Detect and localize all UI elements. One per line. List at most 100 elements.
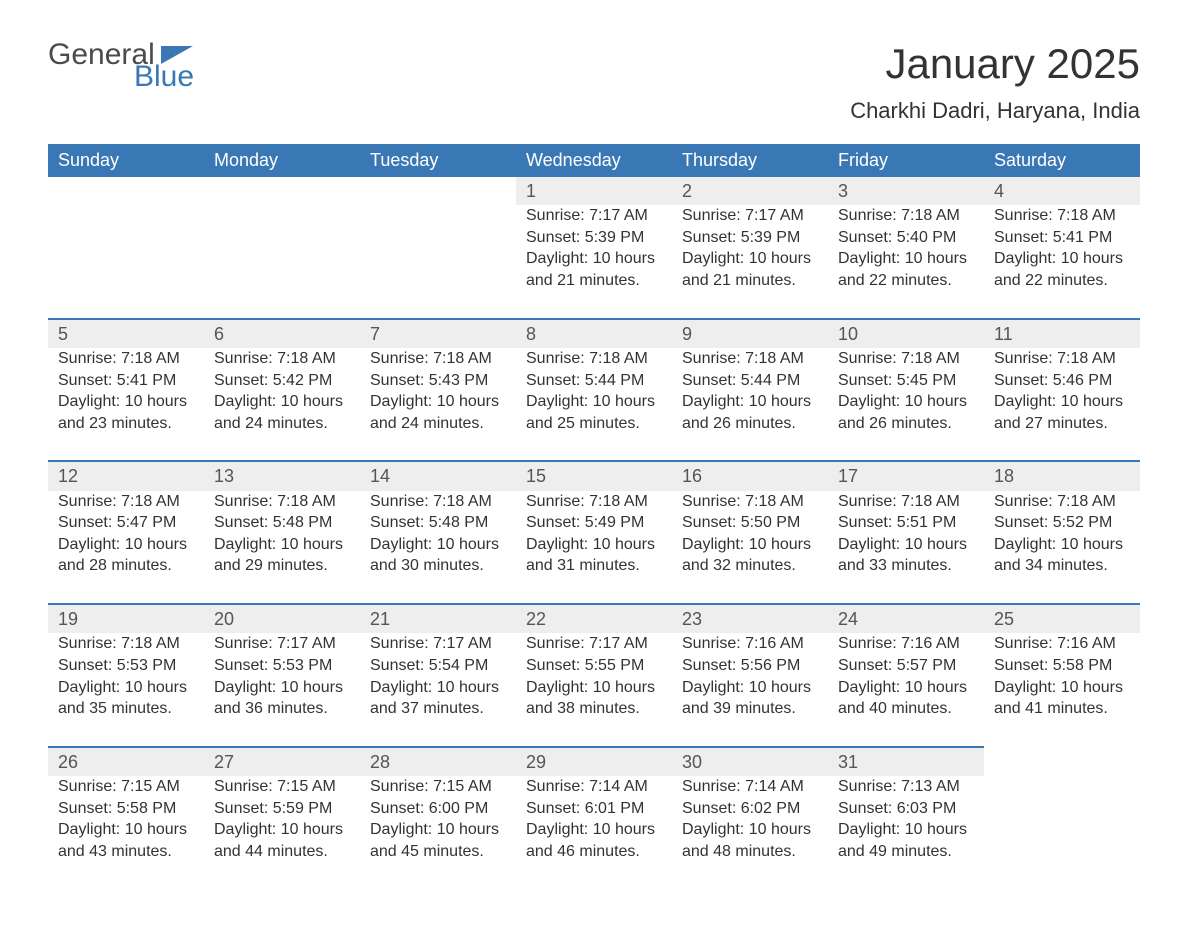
day-number-cell: 27 <box>204 747 360 776</box>
sunset-line: Sunset: 5:41 PM <box>994 227 1130 249</box>
sunrise-line: Sunrise: 7:17 AM <box>526 633 662 655</box>
daylight-line: Daylight: 10 hours and 34 minutes. <box>994 534 1130 577</box>
day-number-row: 12131415161718 <box>48 461 1140 490</box>
sunrise-line: Sunrise: 7:18 AM <box>994 348 1130 370</box>
day-number-row: 1234 <box>48 177 1140 205</box>
daylight-line: Daylight: 10 hours and 24 minutes. <box>214 391 350 434</box>
day-number-cell: 3 <box>828 177 984 205</box>
sunrise-line: Sunrise: 7:18 AM <box>58 348 194 370</box>
sunset-line: Sunset: 5:44 PM <box>682 370 818 392</box>
daylight-line: Daylight: 10 hours and 46 minutes. <box>526 819 662 862</box>
sunset-line: Sunset: 5:41 PM <box>58 370 194 392</box>
header: General Blue January 2025 Charkhi Dadri,… <box>48 40 1140 138</box>
day-cell: Sunrise: 7:18 AMSunset: 5:49 PMDaylight:… <box>516 491 672 604</box>
brand-logo: General Blue <box>48 40 194 92</box>
daylight-line: Daylight: 10 hours and 45 minutes. <box>370 819 506 862</box>
daylight-line: Daylight: 10 hours and 26 minutes. <box>838 391 974 434</box>
sunrise-line: Sunrise: 7:18 AM <box>682 491 818 513</box>
day-cell: Sunrise: 7:14 AMSunset: 6:02 PMDaylight:… <box>672 776 828 888</box>
day-cell: Sunrise: 7:18 AMSunset: 5:45 PMDaylight:… <box>828 348 984 461</box>
weekday-header: Thursday <box>672 144 828 177</box>
day-cell: Sunrise: 7:15 AMSunset: 5:58 PMDaylight:… <box>48 776 204 888</box>
sunrise-line: Sunrise: 7:17 AM <box>682 205 818 227</box>
day-cell: Sunrise: 7:15 AMSunset: 5:59 PMDaylight:… <box>204 776 360 888</box>
day-number-cell: 26 <box>48 747 204 776</box>
day-cell: Sunrise: 7:18 AMSunset: 5:41 PMDaylight:… <box>48 348 204 461</box>
day-cell: Sunrise: 7:16 AMSunset: 5:57 PMDaylight:… <box>828 633 984 746</box>
day-number-cell: 23 <box>672 604 828 633</box>
sunset-line: Sunset: 5:51 PM <box>838 512 974 534</box>
sunset-line: Sunset: 5:47 PM <box>58 512 194 534</box>
sunrise-line: Sunrise: 7:18 AM <box>994 491 1130 513</box>
day-number-cell: 30 <box>672 747 828 776</box>
sunrise-line: Sunrise: 7:18 AM <box>58 633 194 655</box>
day-cell: Sunrise: 7:18 AMSunset: 5:44 PMDaylight:… <box>516 348 672 461</box>
daylight-line: Daylight: 10 hours and 35 minutes. <box>58 677 194 720</box>
sunrise-line: Sunrise: 7:18 AM <box>838 205 974 227</box>
daylight-line: Daylight: 10 hours and 39 minutes. <box>682 677 818 720</box>
sunrise-line: Sunrise: 7:17 AM <box>370 633 506 655</box>
day-number-cell: 4 <box>984 177 1140 205</box>
day-number-cell: 31 <box>828 747 984 776</box>
day-cell: Sunrise: 7:18 AMSunset: 5:47 PMDaylight:… <box>48 491 204 604</box>
day-number-cell: 15 <box>516 461 672 490</box>
day-cell: Sunrise: 7:17 AMSunset: 5:53 PMDaylight:… <box>204 633 360 746</box>
day-cell: Sunrise: 7:18 AMSunset: 5:42 PMDaylight:… <box>204 348 360 461</box>
daylight-line: Daylight: 10 hours and 23 minutes. <box>58 391 194 434</box>
weekday-header-row: SundayMondayTuesdayWednesdayThursdayFrid… <box>48 144 1140 177</box>
daylight-line: Daylight: 10 hours and 43 minutes. <box>58 819 194 862</box>
sunrise-line: Sunrise: 7:17 AM <box>526 205 662 227</box>
sunrise-line: Sunrise: 7:16 AM <box>838 633 974 655</box>
day-cell: Sunrise: 7:15 AMSunset: 6:00 PMDaylight:… <box>360 776 516 888</box>
day-content-row: Sunrise: 7:15 AMSunset: 5:58 PMDaylight:… <box>48 776 1140 888</box>
daylight-line: Daylight: 10 hours and 28 minutes. <box>58 534 194 577</box>
sunrise-line: Sunrise: 7:18 AM <box>526 491 662 513</box>
daylight-line: Daylight: 10 hours and 33 minutes. <box>838 534 974 577</box>
day-cell: Sunrise: 7:17 AMSunset: 5:39 PMDaylight:… <box>672 205 828 318</box>
day-cell: Sunrise: 7:16 AMSunset: 5:58 PMDaylight:… <box>984 633 1140 746</box>
day-cell <box>984 776 1140 888</box>
sunset-line: Sunset: 5:42 PM <box>214 370 350 392</box>
day-number-cell <box>984 747 1140 776</box>
sunrise-line: Sunrise: 7:17 AM <box>214 633 350 655</box>
day-number-cell: 20 <box>204 604 360 633</box>
day-number-cell: 21 <box>360 604 516 633</box>
daylight-line: Daylight: 10 hours and 21 minutes. <box>682 248 818 291</box>
sunrise-line: Sunrise: 7:18 AM <box>370 348 506 370</box>
day-number-cell: 5 <box>48 319 204 348</box>
day-cell: Sunrise: 7:13 AMSunset: 6:03 PMDaylight:… <box>828 776 984 888</box>
day-number-cell: 17 <box>828 461 984 490</box>
day-cell: Sunrise: 7:18 AMSunset: 5:43 PMDaylight:… <box>360 348 516 461</box>
day-number-cell: 7 <box>360 319 516 348</box>
sunset-line: Sunset: 5:44 PM <box>526 370 662 392</box>
sunrise-line: Sunrise: 7:13 AM <box>838 776 974 798</box>
day-number-cell: 12 <box>48 461 204 490</box>
daylight-line: Daylight: 10 hours and 25 minutes. <box>526 391 662 434</box>
day-number-cell <box>48 177 204 205</box>
daylight-line: Daylight: 10 hours and 49 minutes. <box>838 819 974 862</box>
sunrise-line: Sunrise: 7:18 AM <box>838 491 974 513</box>
brand-word-blue: Blue <box>134 62 194 92</box>
sunset-line: Sunset: 5:53 PM <box>58 655 194 677</box>
day-cell: Sunrise: 7:18 AMSunset: 5:50 PMDaylight:… <box>672 491 828 604</box>
sunset-line: Sunset: 5:53 PM <box>214 655 350 677</box>
weekday-header: Tuesday <box>360 144 516 177</box>
sunset-line: Sunset: 6:02 PM <box>682 798 818 820</box>
sunrise-line: Sunrise: 7:15 AM <box>214 776 350 798</box>
day-number-cell: 14 <box>360 461 516 490</box>
calendar-table: SundayMondayTuesdayWednesdayThursdayFrid… <box>48 144 1140 888</box>
daylight-line: Daylight: 10 hours and 22 minutes. <box>994 248 1130 291</box>
day-content-row: Sunrise: 7:18 AMSunset: 5:53 PMDaylight:… <box>48 633 1140 746</box>
day-number-cell <box>360 177 516 205</box>
day-cell: Sunrise: 7:17 AMSunset: 5:39 PMDaylight:… <box>516 205 672 318</box>
sunset-line: Sunset: 5:46 PM <box>994 370 1130 392</box>
day-number-cell: 13 <box>204 461 360 490</box>
day-cell: Sunrise: 7:18 AMSunset: 5:40 PMDaylight:… <box>828 205 984 318</box>
sunset-line: Sunset: 5:48 PM <box>214 512 350 534</box>
weekday-header: Wednesday <box>516 144 672 177</box>
day-cell: Sunrise: 7:17 AMSunset: 5:55 PMDaylight:… <box>516 633 672 746</box>
day-number-row: 19202122232425 <box>48 604 1140 633</box>
day-content-row: Sunrise: 7:18 AMSunset: 5:47 PMDaylight:… <box>48 491 1140 604</box>
day-number-row: 262728293031 <box>48 747 1140 776</box>
daylight-line: Daylight: 10 hours and 38 minutes. <box>526 677 662 720</box>
